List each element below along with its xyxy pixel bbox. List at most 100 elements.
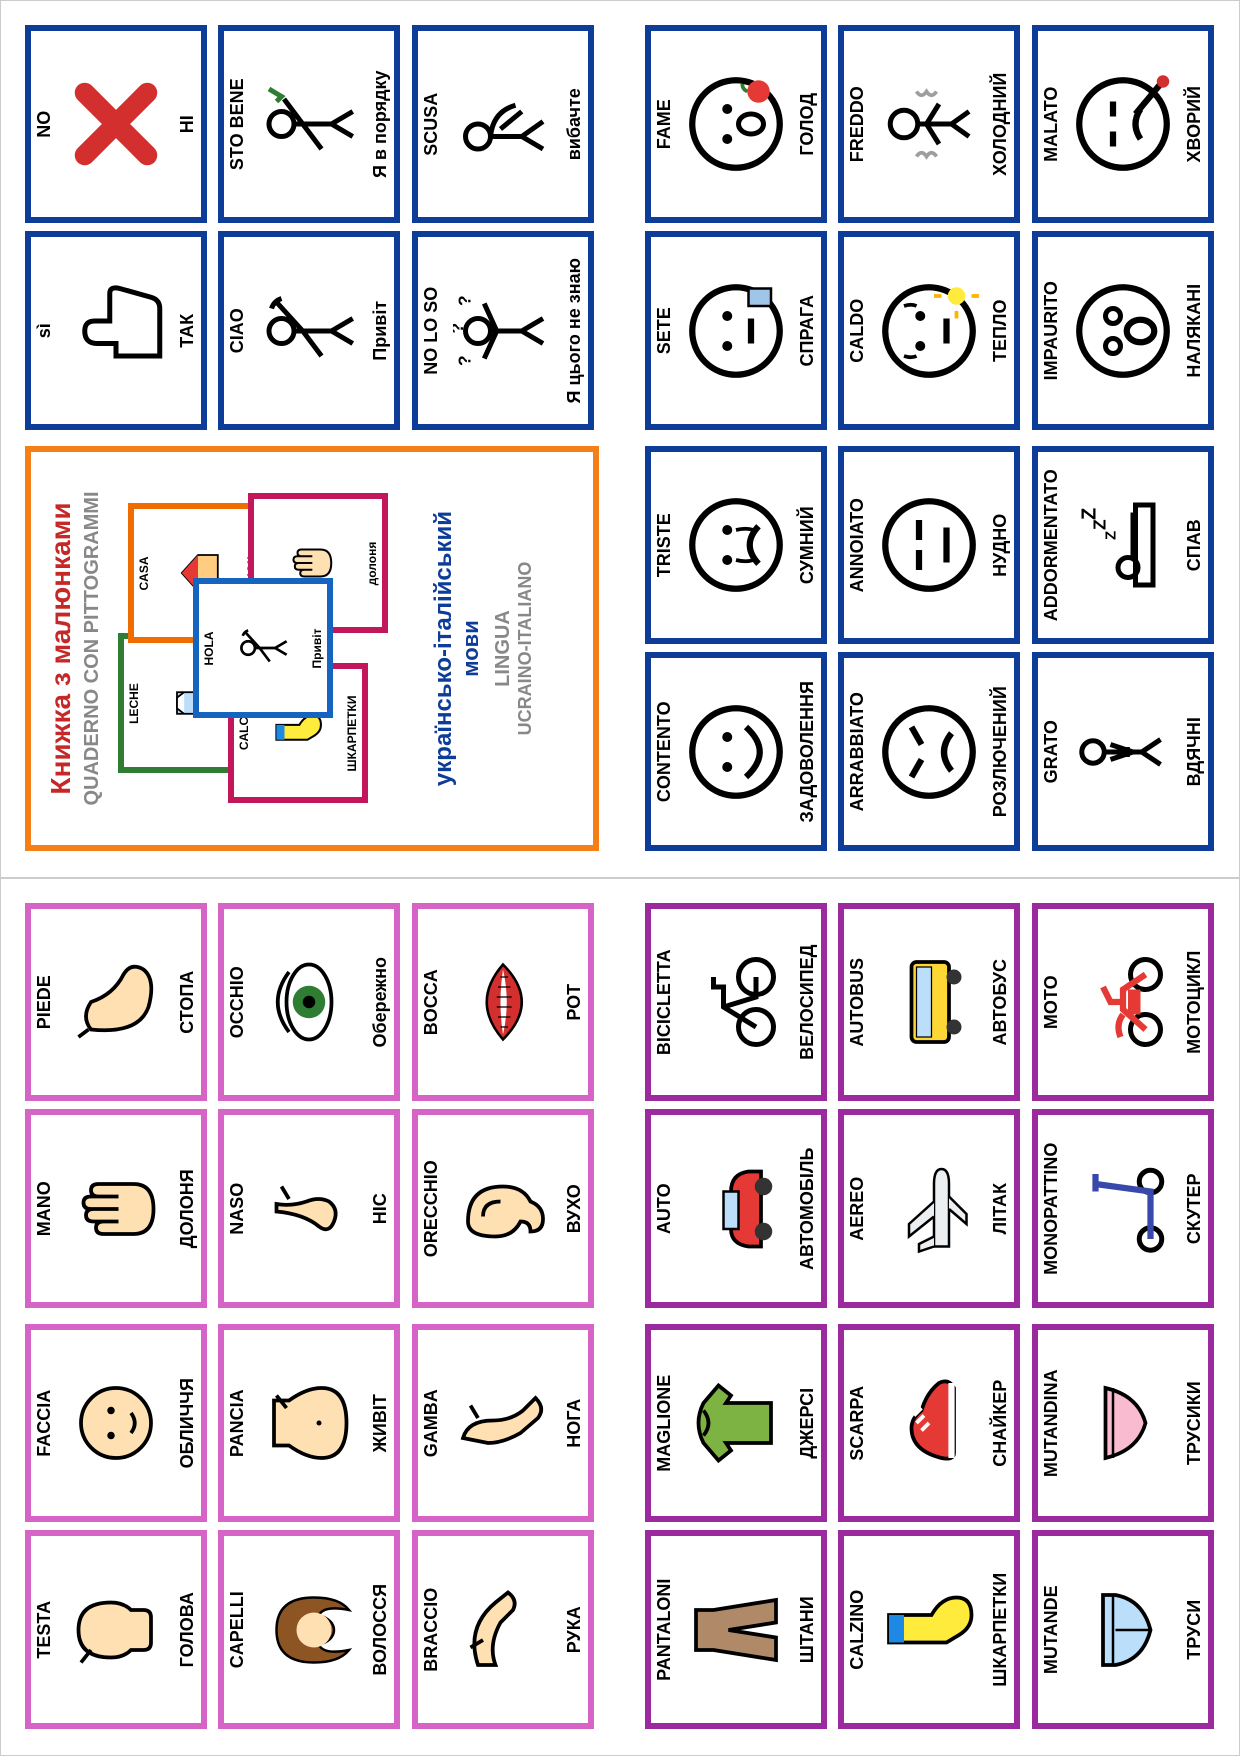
face-bored-icon [867,454,991,637]
sock-icon [867,1539,991,1722]
bow-icon [441,33,565,216]
card: GAMBAНОГА [412,1324,594,1523]
card-bottom-label: ЛІТАК [991,1183,1010,1234]
face-cry-icon [674,454,798,637]
card-bottom-label: ШКАРПЕТКИ [991,1573,1010,1687]
card-top-label: FACCIA [35,1390,54,1457]
grid-feelings: SETEСПРАГАFAMEГОЛОДCALDOТЕПЛОFREDDOХОЛОД… [645,25,1217,430]
card-top-label: BRACCIO [422,1588,441,1672]
card-top-label: MALATO [1042,87,1061,162]
card-bottom-label: ТРУСИ [1185,1600,1204,1660]
card-bottom-label: СУМНИЙ [798,506,817,584]
card-bottom-label: НАЛЯКАНІ [1185,284,1204,378]
card-bottom-label: РУКА [565,1606,584,1653]
card-top-label: CIAO [228,308,247,353]
face-scared-icon [1061,240,1185,423]
card: BICICLETTA ВЕЛОСИПЕД [645,903,827,1102]
card: CALDO ТЕПЛО [838,232,1020,431]
card: BRACCIO РУКА [412,1531,594,1730]
card: SCUSAвибачте [412,25,594,224]
car-icon [674,1118,798,1301]
card-bottom-label: Я в порядку [371,70,390,178]
foot-icon [54,911,178,1094]
card-top-label: IMPAURITO [1042,281,1061,380]
ok-person-icon [247,33,371,216]
card: MAGLIONEДЖЕРСІ [645,1324,827,1523]
card: PANTALONIШТАНИ [645,1531,827,1730]
grid-body1: TESTAГОЛОВАFACCIAОБЛИЧЧЯCAPELLIВОЛОССЯPA… [25,1324,597,1729]
face-icon [54,1332,178,1515]
ear-icon [441,1118,565,1301]
grid-body2: MANOДОЛОНЯPIEDEСТОПАNASOНІСOCCHIOОбережн… [25,903,597,1308]
grid-vehicles: AUTOАВТОМОБІЛЬ BICICLETTA ВЕЛОСИПЕД AEREO ЛІ… [645,903,1217,1308]
card-bottom-label: ХОЛОДНИЙ [991,73,1010,176]
card-top-label: PIEDE [35,975,54,1029]
card-top-label: AEREO [848,1177,867,1241]
card: PANCIAЖИВІТ [218,1324,400,1523]
card-bottom-label: СНАЙКЕР [991,1380,1010,1467]
card-bottom-label: МОТОЦИКЛ [1185,951,1204,1054]
card-bottom-label: ТРУСИКИ [1185,1381,1204,1465]
card-top-label: MAGLIONE [655,1375,674,1472]
title-line2: QUADERNO CON PITTOGRAMMI [81,491,104,805]
card-top-label: CAPELLI [228,1591,247,1668]
card-top-label: NO [35,111,54,138]
card-top-label: CONTENTO [655,701,674,802]
card: CALZINOШКАРПЕТКИ [838,1531,1020,1730]
card-bottom-label: ТАК [178,314,197,348]
card: AEREO ЛІТАК [838,1110,1020,1309]
card-bottom-label: ЖИВІТ [371,1394,390,1452]
card-top-label: MANO [35,1181,54,1236]
card-top-label: STO BENE [228,78,247,170]
card-top-label: TRISTE [655,513,674,577]
card-top-label: FREDDO [848,86,867,162]
cross-red-icon [54,33,178,216]
card-bottom-label: ВУХО [565,1184,584,1233]
card-bottom-label: ХВОРИЙ [1185,86,1204,162]
wave-person-icon [247,240,371,423]
card-bottom-label: СПАВ [1185,519,1204,571]
scooter-icon [1061,1118,1185,1301]
card-top-label: BICICLETTA [655,949,674,1055]
card-bottom-label: НОГА [565,1399,584,1448]
eye-icon [247,911,371,1094]
card: CAPELLI ВОЛОССЯ [218,1531,400,1730]
card: BOCCAРОТ [412,903,594,1102]
card-top-label: AUTO [655,1183,674,1234]
card-bottom-label: СПРАГА [798,295,817,366]
card-top-label: MUTANDINA [1042,1369,1061,1477]
card-bottom-label: НІС [371,1193,390,1224]
card-bottom-label: ВОЛОССЯ [371,1584,390,1676]
card-bottom-label: СКУТЕР [1185,1173,1204,1244]
card-bottom-label: АВТОБУС [991,959,1010,1046]
card: TRISTE СУМНИЙ [645,446,827,645]
card-top-label: ORECCHIO [422,1160,441,1257]
card-top-label: OCCHIO [228,966,247,1038]
card-top-label: SCUSA [422,93,441,156]
card-bottom-label: СТОПА [178,971,197,1034]
card-bottom-label: Обережно [371,957,390,1048]
card: GRATOВДЯЧНІ [1032,653,1214,852]
card: MANOДОЛОНЯ [25,1110,207,1309]
card-bottom-label: ТЕПЛО [991,299,1010,362]
card-top-label: NO LO SO [422,287,441,375]
mouth-icon [441,911,565,1094]
head-icon [54,1539,178,1722]
card: AUTOАВТОМОБІЛЬ [645,1110,827,1309]
page-2: TESTAГОЛОВАFACCIAОБЛИЧЧЯCAPELLIВОЛОССЯPA… [0,878,1240,1756]
title-line1: Книжка з малюнками [45,502,77,794]
card: NO НІ [25,25,207,224]
card-top-label: CALDO [848,299,867,363]
page2-left: TESTAГОЛОВАFACCIAОБЛИЧЧЯCAPELLIВОЛОССЯPA… [1,879,621,1757]
card: FAMEГОЛОД [645,25,827,224]
card: STO BENE Я в порядку [218,25,400,224]
card-bottom-label: ВЕЛОСИПЕД [798,945,817,1060]
card: MUTANDINA ТРУСИКИ [1032,1324,1214,1523]
hand-icon [54,1118,178,1301]
card-bottom-label: НІ [178,115,197,133]
card: MUTANDE ТРУСИ [1032,1531,1214,1730]
card-top-label: MUTANDE [1042,1585,1061,1674]
shrug-icon [441,240,565,423]
thumb-up-icon [54,240,178,423]
card-top-label: GRATO [1042,720,1061,783]
